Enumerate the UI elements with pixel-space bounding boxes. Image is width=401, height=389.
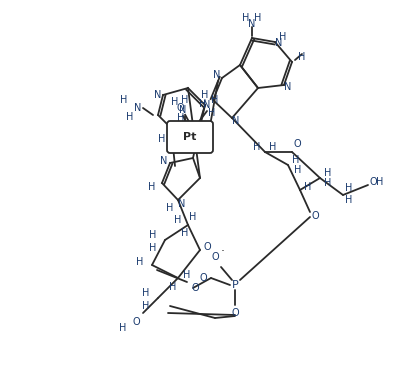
Text: H: H: [324, 178, 332, 188]
Text: N: N: [178, 199, 186, 209]
Text: N: N: [232, 116, 240, 126]
Text: H: H: [142, 301, 150, 311]
Text: O: O: [203, 242, 211, 252]
Text: H: H: [183, 270, 191, 280]
Text: H: H: [174, 215, 182, 225]
Text: H: H: [294, 165, 302, 175]
Text: N: N: [160, 156, 168, 166]
Text: O: O: [211, 252, 219, 262]
Text: H: H: [120, 95, 128, 105]
Text: N: N: [179, 105, 187, 115]
Text: N: N: [203, 100, 211, 110]
Text: H: H: [171, 97, 179, 107]
Text: N: N: [154, 90, 162, 100]
Text: H: H: [279, 32, 287, 42]
Text: N: N: [166, 127, 174, 137]
Text: H: H: [181, 95, 189, 105]
Text: H: H: [148, 182, 156, 192]
FancyBboxPatch shape: [167, 121, 213, 153]
Text: H: H: [254, 13, 262, 23]
Text: H: H: [169, 282, 177, 292]
Text: H: H: [324, 168, 332, 178]
Text: P: P: [232, 280, 238, 290]
Text: O: O: [132, 317, 140, 327]
Text: H: H: [304, 182, 312, 192]
Text: H: H: [142, 288, 150, 298]
Text: H: H: [189, 212, 196, 222]
Text: H: H: [292, 155, 300, 165]
Text: H: H: [158, 134, 166, 144]
Text: H: H: [136, 257, 144, 267]
Text: H: H: [201, 90, 209, 100]
Text: H: H: [242, 13, 250, 23]
Text: Pt: Pt: [183, 132, 196, 142]
Text: O: O: [231, 308, 239, 318]
Text: H: H: [298, 52, 306, 62]
Text: O: O: [369, 177, 377, 187]
Text: H: H: [269, 142, 277, 152]
Text: H: H: [166, 203, 174, 213]
Text: H: H: [199, 99, 207, 109]
Text: H: H: [149, 230, 157, 240]
Text: H: H: [177, 113, 185, 123]
Text: O: O: [176, 103, 184, 113]
Text: H: H: [126, 112, 134, 122]
Text: H: H: [119, 323, 127, 333]
Text: N: N: [134, 103, 142, 113]
Text: O: O: [199, 273, 207, 283]
Text: H: H: [253, 142, 261, 152]
Text: H: H: [211, 95, 219, 105]
Text: N: N: [213, 70, 221, 80]
Text: N: N: [284, 82, 292, 92]
Text: H: H: [376, 177, 384, 187]
Text: H: H: [181, 228, 189, 238]
Text: H: H: [345, 183, 353, 193]
Text: N: N: [275, 38, 283, 48]
Text: N: N: [248, 19, 256, 29]
Text: O: O: [311, 211, 319, 221]
Text: ·: ·: [221, 245, 225, 259]
Text: H: H: [208, 108, 216, 118]
Text: H: H: [345, 195, 353, 205]
Text: H: H: [149, 243, 157, 253]
Text: O: O: [191, 283, 199, 293]
Text: O: O: [293, 139, 301, 149]
